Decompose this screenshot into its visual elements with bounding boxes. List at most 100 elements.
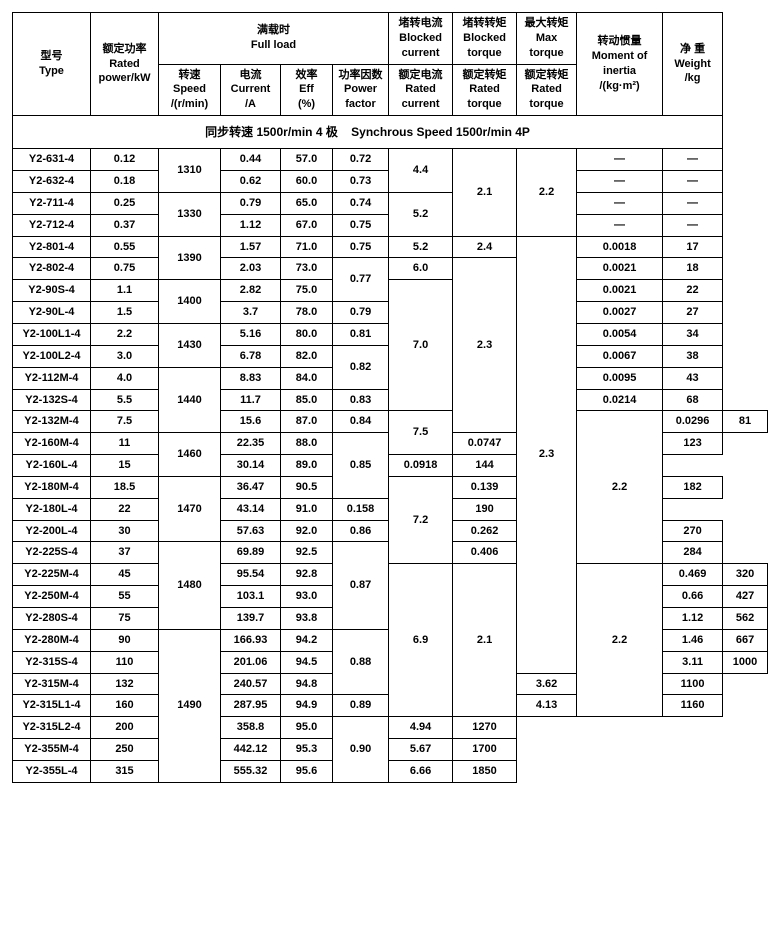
cell-inertia: 4.13 xyxy=(517,695,577,717)
cell-blocked-torque: 2.2 xyxy=(577,411,663,564)
cell-pf: 0.84 xyxy=(333,411,389,433)
cell-eff: 91.0 xyxy=(281,498,333,520)
cell-power: 0.18 xyxy=(91,171,159,193)
cell-speed: 1330 xyxy=(159,192,221,236)
cell-pf: 0.86 xyxy=(333,520,389,542)
cell-current: 11.7 xyxy=(221,389,281,411)
cell-pf: 0.89 xyxy=(333,695,389,717)
cell-blocked-torque: 2.1 xyxy=(453,564,517,717)
cell-current: 0.44 xyxy=(221,149,281,171)
cell-power: 0.37 xyxy=(91,214,159,236)
cell-type: Y2-632-4 xyxy=(13,171,91,193)
cell-inertia: 5.67 xyxy=(389,739,453,761)
cell-type: Y2-315M-4 xyxy=(13,673,91,695)
cell-power: 55 xyxy=(91,586,159,608)
cell-type: Y2-280S-4 xyxy=(13,607,91,629)
hdr-pf: 功率因数Powerfactor xyxy=(333,64,389,116)
hdr-rated-torque-b: 额定转矩Ratedtorque xyxy=(453,64,517,116)
cell-eff: 87.0 xyxy=(281,411,333,433)
cell-type: Y2-200L-4 xyxy=(13,520,91,542)
table-row: Y2-801-40.5513901.5771.00.755.22.42.30.0… xyxy=(13,236,768,258)
cell-type: Y2-355M-4 xyxy=(13,739,91,761)
cell-weight: — xyxy=(663,192,723,214)
cell-speed: 1470 xyxy=(159,476,221,542)
cell-inertia: 0.0021 xyxy=(577,280,663,302)
cell-current: 287.95 xyxy=(221,695,281,717)
cell-current: 69.89 xyxy=(221,542,281,564)
cell-power: 132 xyxy=(91,673,159,695)
hdr-inertia: 转动惯量Moment ofinertia/(kg·m²) xyxy=(577,13,663,116)
cell-power: 15 xyxy=(91,455,159,477)
hdr-rated-current: 额定电流Ratedcurrent xyxy=(389,64,453,116)
cell-speed: 1480 xyxy=(159,542,221,629)
cell-inertia: — xyxy=(577,192,663,214)
cell-eff: 60.0 xyxy=(281,171,333,193)
cell-weight: 427 xyxy=(723,586,768,608)
cell-eff: 92.0 xyxy=(281,520,333,542)
cell-type: Y2-315S-4 xyxy=(13,651,91,673)
cell-blocked-torque: 2.4 xyxy=(453,236,517,258)
cell-type: Y2-225M-4 xyxy=(13,564,91,586)
cell-type: Y2-355L-4 xyxy=(13,760,91,782)
cell-type: Y2-315L1-4 xyxy=(13,695,91,717)
table-row: Y2-355M-4250442.1295.35.671700 xyxy=(13,739,768,761)
cell-power: 1.5 xyxy=(91,302,159,324)
cell-eff: 82.0 xyxy=(281,345,333,367)
cell-type: Y2-280M-4 xyxy=(13,629,91,651)
cell-inertia: — xyxy=(577,214,663,236)
hdr-rated-torque-m: 额定转矩Ratedtorque xyxy=(517,64,577,116)
cell-inertia: 0.469 xyxy=(663,564,723,586)
cell-type: Y2-90L-4 xyxy=(13,302,91,324)
hdr-fullload: 满载时Full load xyxy=(159,13,389,65)
cell-type: Y2-160M-4 xyxy=(13,433,91,455)
cell-weight: 17 xyxy=(663,236,723,258)
cell-current: 57.63 xyxy=(221,520,281,542)
cell-power: 90 xyxy=(91,629,159,651)
cell-inertia: 0.0918 xyxy=(389,455,453,477)
cell-inertia: 0.158 xyxy=(333,498,389,520)
cell-power: 30 xyxy=(91,520,159,542)
cell-current: 30.14 xyxy=(221,455,281,477)
cell-speed: 1310 xyxy=(159,149,221,193)
cell-eff: 92.8 xyxy=(281,564,333,586)
cell-pf: 0.75 xyxy=(333,214,389,236)
cell-max-torque: 2.3 xyxy=(517,236,577,673)
cell-current: 0.62 xyxy=(221,171,281,193)
cell-weight: 38 xyxy=(663,345,723,367)
cell-weight: 1000 xyxy=(723,651,768,673)
hdr-max-torque: 最大转矩Maxtorque xyxy=(517,13,577,65)
cell-power: 0.25 xyxy=(91,192,159,214)
cell-eff: 90.5 xyxy=(281,476,333,498)
cell-current: 3.7 xyxy=(221,302,281,324)
cell-pf: 0.82 xyxy=(333,345,389,389)
cell-eff: 92.5 xyxy=(281,542,333,564)
cell-pf: 0.75 xyxy=(333,236,389,258)
hdr-blocked-current: 堵转电流Blockedcurrent xyxy=(389,13,453,65)
cell-power: 0.12 xyxy=(91,149,159,171)
cell-power: 3.0 xyxy=(91,345,159,367)
cell-max-torque: 2.2 xyxy=(577,564,663,717)
cell-weight: 667 xyxy=(723,629,768,651)
cell-eff: 94.2 xyxy=(281,629,333,651)
cell-inertia: — xyxy=(577,149,663,171)
cell-type: Y2-712-4 xyxy=(13,214,91,236)
cell-current: 442.12 xyxy=(221,739,281,761)
hdr-current: 电流Current/A xyxy=(221,64,281,116)
cell-current: 240.57 xyxy=(221,673,281,695)
cell-pf: 0.73 xyxy=(333,171,389,193)
cell-blocked-torque: 2.3 xyxy=(453,258,517,433)
cell-weight: 123 xyxy=(663,433,723,455)
cell-inertia: 0.0747 xyxy=(453,433,517,455)
cell-blocked-current: 5.2 xyxy=(389,192,453,236)
cell-weight: 34 xyxy=(663,324,723,346)
cell-eff: 65.0 xyxy=(281,192,333,214)
cell-eff: 89.0 xyxy=(281,455,333,477)
cell-type: Y2-315L2-4 xyxy=(13,717,91,739)
cell-power: 37 xyxy=(91,542,159,564)
cell-inertia: — xyxy=(577,171,663,193)
cell-eff: 93.0 xyxy=(281,586,333,608)
cell-pf: 0.74 xyxy=(333,192,389,214)
cell-current: 0.79 xyxy=(221,192,281,214)
cell-weight: 1100 xyxy=(663,673,723,695)
cell-speed: 1400 xyxy=(159,280,221,324)
